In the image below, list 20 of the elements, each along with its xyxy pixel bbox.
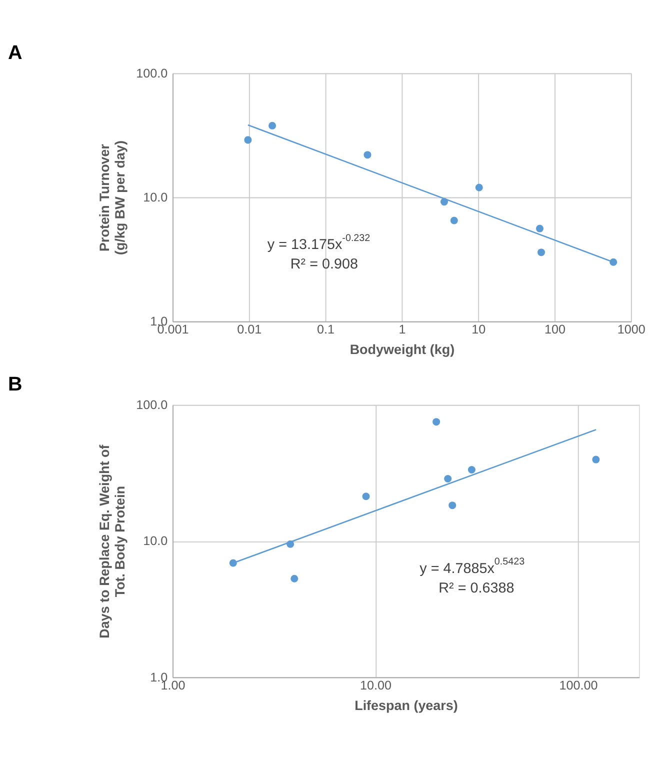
x-tick-label: 1000 bbox=[617, 322, 646, 336]
y-tick-label: 10.0 bbox=[143, 190, 168, 204]
y-tick-label: 10.0 bbox=[143, 534, 168, 548]
annotation: R² = 0.908 bbox=[290, 256, 358, 273]
text: B bbox=[8, 374, 22, 396]
text: A bbox=[8, 42, 22, 64]
x-tick-label: 100.00 bbox=[559, 678, 598, 692]
x-tick-label: 100 bbox=[544, 322, 566, 336]
y-tick-label: 100.0 bbox=[136, 66, 168, 80]
x-axis-title: Bodyweight (kg) bbox=[350, 342, 455, 358]
y-tick-label: 100.0 bbox=[136, 398, 168, 412]
x-tick-label: 1 bbox=[398, 322, 406, 336]
y-axis-title: Days to Replace Eq. Weight of Tot. Body Protein bbox=[97, 444, 128, 638]
x-tick-label: 10 bbox=[472, 322, 486, 336]
y-axis-title: Protein Turnover (g/kg BW per day) bbox=[97, 140, 128, 255]
annotation: R² = 0.6388 bbox=[438, 580, 514, 597]
x-axis-title: Lifespan (years) bbox=[354, 698, 458, 714]
x-tick-label: 0.1 bbox=[317, 322, 335, 336]
x-tick-label: 10.00 bbox=[360, 678, 392, 692]
x-tick-label: 0.01 bbox=[237, 322, 262, 336]
